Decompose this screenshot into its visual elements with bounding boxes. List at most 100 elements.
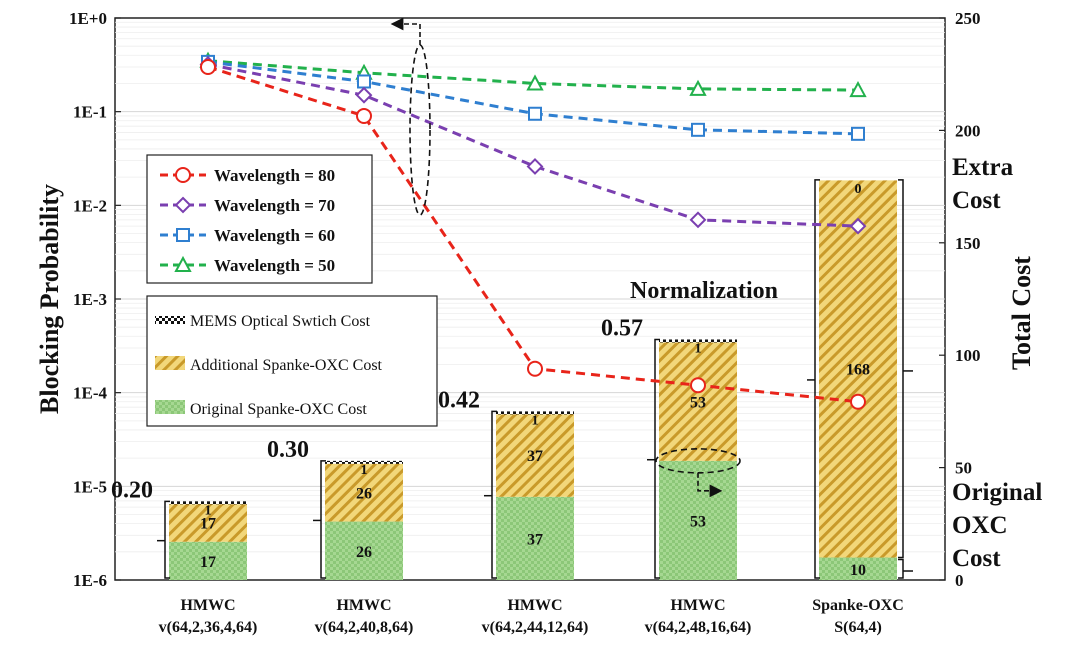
bar-label-mems: 1 [361,463,368,478]
y-right-tick-label: 200 [955,121,981,140]
series-marker [850,393,866,410]
y-right-axis-title: Total Cost [1007,256,1036,370]
x-tick-label-line2: S(64,4) [834,619,882,636]
x-tick-label-line2: v(64,2,44,12,64) [482,619,589,636]
normalized-value-label: 0.20 [111,477,153,503]
bar-label-additional: 168 [846,362,870,379]
series-marker [175,167,191,183]
y-right-tick-label: 0 [955,571,964,590]
legend-line-label: Wavelength = 80 [214,166,335,185]
bar-label-mems: 1 [695,341,702,356]
series-marker [528,106,542,121]
x-tick-label-line2: v(64,2,48,16,64) [645,619,752,636]
y-left-tick-label: 1E-2 [73,196,107,215]
bar-legend: MEMS Optical Swtich Cost Additional Spank… [146,295,438,427]
line-series-wl70 [199,55,867,235]
bar-additional [819,179,897,558]
series-line [207,59,859,92]
bar-label-additional: 37 [527,448,543,465]
bar-additional [659,341,737,461]
extra-cost-label-2: Cost [952,187,1001,214]
bar-original [819,557,897,580]
series-marker [526,74,544,91]
series-marker [851,126,865,141]
bar-label-additional: 53 [690,394,706,411]
legend-bar-swatch [155,400,185,414]
bar-label-mems: 1 [205,503,212,518]
bar-label-original: 10 [850,562,866,579]
line-series-wl80 [200,58,866,410]
normalization-arrow [697,472,723,498]
bar-group: 171710.20262610.30373710.42535310.571016… [111,179,897,580]
x-tick-label-line2: v(64,2,40,8,64) [315,619,414,636]
bar-bracket [320,460,326,579]
bar-mems [659,339,737,343]
series-line [207,62,859,228]
bar-label-original: 17 [200,554,216,571]
annotations [390,17,741,498]
x-tick-label-line1: HMWC [336,597,391,614]
x-tick-label-line1: HMWC [507,597,562,614]
y-left-tick-label: 1E-6 [73,571,107,590]
series-marker [355,86,373,104]
bracket-group [157,179,913,579]
y-left-tick-label: 1E+0 [69,9,107,28]
bar-bracket [814,179,820,579]
bar-mems [496,411,574,415]
y-left-tick-label: 1E-5 [73,477,107,496]
bar-label-mems: 0 [855,182,862,197]
y-left-tick-label: 1E-1 [73,103,107,122]
bar-additional [496,413,574,497]
normalization-label: Normalization [630,278,778,304]
legend-line-label: Wavelength = 50 [214,256,335,275]
normalized-value-label: 0.30 [267,437,309,463]
series-marker [174,255,192,272]
y-right-tick-label: 50 [955,459,972,478]
original-cost-label-3: Cost [952,545,1001,572]
bar-additional [325,463,403,522]
series-marker [689,79,707,96]
series-marker [356,107,372,124]
extra-cost-label-1: Extra [952,154,1014,181]
bar-bracket [654,338,660,579]
normalized-value-label: 0.42 [438,387,480,413]
series-marker [690,377,706,394]
bar-label-original: 53 [690,513,706,530]
bar-label-additional: 26 [356,485,372,502]
y-axis-left: 1E+0 1E-1 1E-2 1E-3 1E-4 1E-5 1E-6 [69,9,121,590]
legend-bar-label: Additional Spanke-OXC Cost [190,357,383,374]
series-line [207,60,859,136]
bar-additional [169,503,247,542]
original-cost-label-2: OXC [952,512,1008,539]
legend-line-label: Wavelength = 60 [214,226,335,245]
bar-label-original: 26 [356,544,372,561]
series-marker [176,228,190,242]
x-tick-label-line1: HMWC [180,597,235,614]
legend-bar-label: Original Spanke-OXC Cost [190,401,367,418]
legend-bar-swatch [155,316,185,324]
series-marker [689,211,707,229]
series-marker [849,217,867,235]
bar-label-additional: 17 [200,516,216,533]
y-axis-right: 0 50 100 150 200 250 [939,9,981,590]
bar-label-original: 37 [527,531,543,548]
bar-original [659,460,737,580]
y-right-tick-label: 150 [955,234,981,253]
line-series-group [199,51,867,410]
y-left-axis-title: Blocking Probability [35,184,64,414]
series-marker [526,158,544,175]
normalized-value-label: 0.57 [601,315,643,341]
bar-label-mems: 1 [532,413,539,428]
y-right-tick-label: 100 [955,346,981,365]
series-marker [200,58,216,75]
x-tick-label-line2: v(64,2,36,4,64) [159,619,258,636]
y-right-tick-label: 250 [955,9,981,28]
extra-cost-bracket [898,179,904,559]
legend-line-label: Wavelength = 70 [214,196,335,215]
original-cost-bracket [898,558,904,579]
series-marker [357,74,371,89]
series-marker [174,196,192,214]
bar-original [325,521,403,580]
legend-bar-swatch [155,356,185,370]
